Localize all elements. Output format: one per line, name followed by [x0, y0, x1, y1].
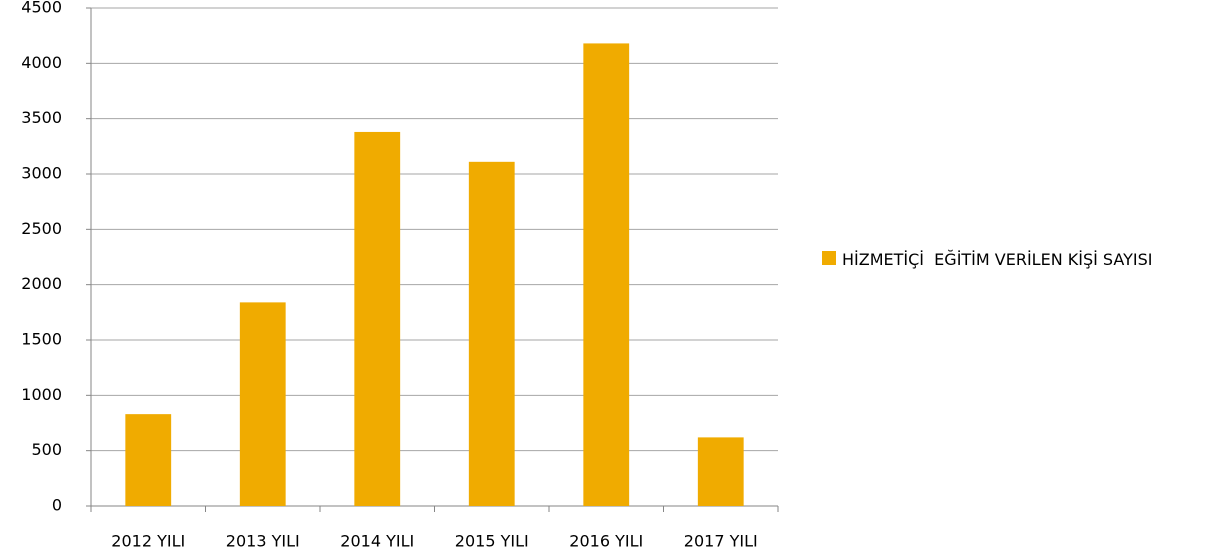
bar [468, 161, 515, 506]
x-tick-label: 2017 YILI [684, 532, 758, 551]
bar [125, 414, 172, 506]
legend-swatch [822, 251, 836, 265]
bar [697, 437, 744, 506]
y-tick-label: 2000 [21, 274, 62, 293]
y-tick-label: 4500 [21, 0, 62, 17]
y-tick-label: 4000 [21, 53, 62, 72]
x-tick-label: 2015 YILI [455, 532, 529, 551]
y-tick-label: 500 [31, 440, 62, 459]
x-tick-label: 2013 YILI [226, 532, 300, 551]
bar [583, 43, 630, 507]
y-tick-label: 1000 [21, 385, 62, 404]
y-tick-label: 3000 [21, 164, 62, 183]
x-tick-label: 2016 YILI [569, 532, 643, 551]
x-tick-label: 2012 YILI [111, 532, 185, 551]
bar [354, 131, 401, 507]
legend: HİZMETİÇİ EĞİTİM VERİLEN KİŞİ SAYISI [822, 246, 1222, 274]
legend-label: HİZMETİÇİ EĞİTİM VERİLEN KİŞİ SAYISI [842, 250, 1153, 269]
y-tick-label: 2500 [21, 219, 62, 238]
y-tick-label: 0 [52, 496, 62, 515]
y-tick-label: 1500 [21, 330, 62, 349]
bar [239, 302, 286, 506]
x-tick-label: 2014 YILI [340, 532, 414, 551]
y-tick-label: 3500 [21, 108, 62, 127]
